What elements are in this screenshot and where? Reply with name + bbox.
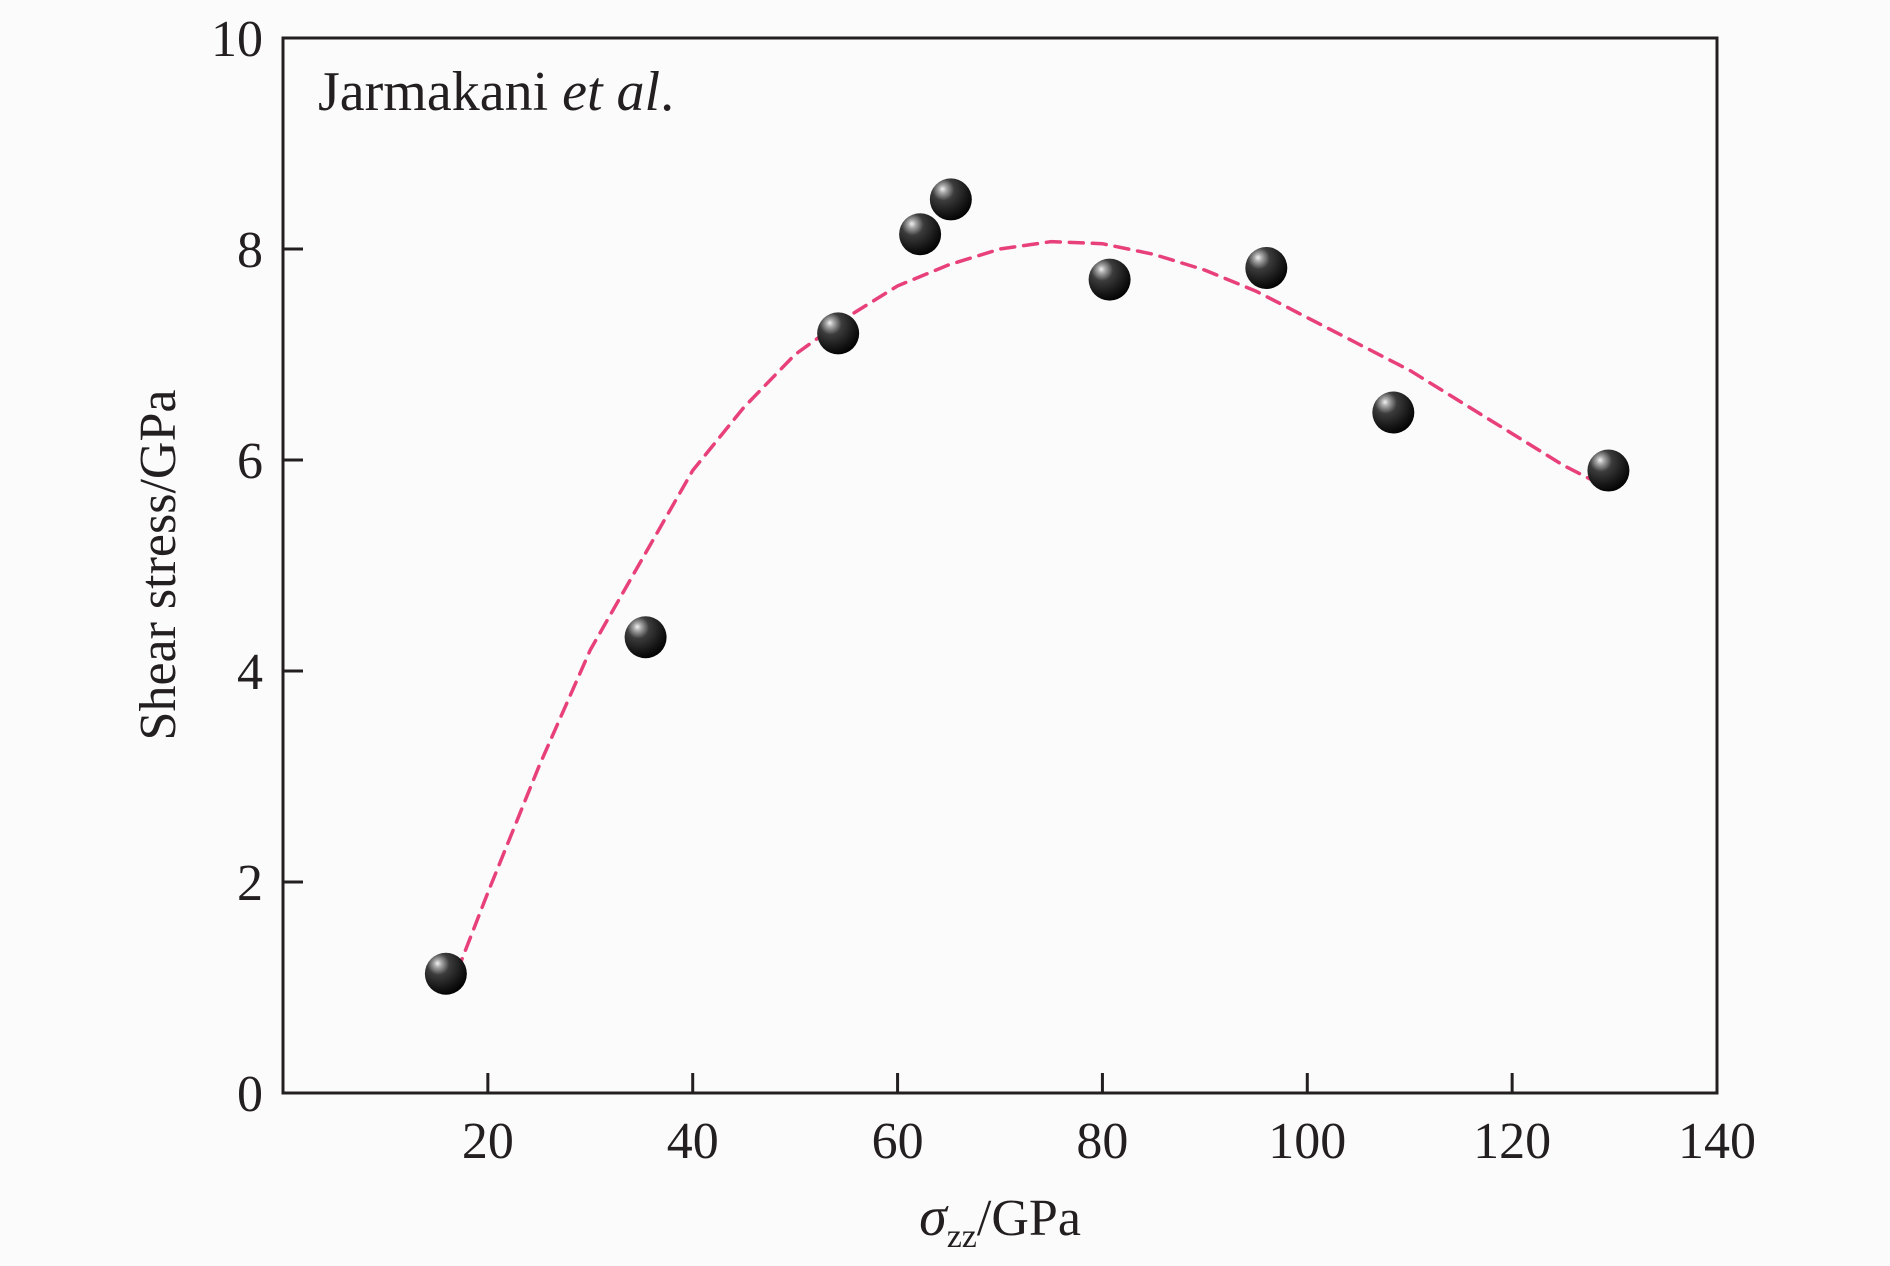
fit-line-layer xyxy=(455,239,1596,974)
x-tick-label: 100 xyxy=(1268,1113,1346,1170)
y-tick-label: 8 xyxy=(237,222,263,279)
x-tick-label: 120 xyxy=(1473,1113,1551,1170)
x-tick-label: 60 xyxy=(872,1113,924,1170)
y-tick-label: 4 xyxy=(237,644,263,701)
x-tick-label: 20 xyxy=(462,1113,514,1170)
axes xyxy=(281,36,1719,1095)
x-tick-label: 40 xyxy=(667,1113,719,1170)
data-point xyxy=(899,213,942,256)
annotation-text: Jarmakani et al. xyxy=(318,61,674,123)
x-tick-label: 80 xyxy=(1076,1113,1128,1170)
plot-frame xyxy=(281,36,1719,1095)
data-point xyxy=(817,312,860,355)
y-axis-label: Shear stress/GPa xyxy=(130,390,187,741)
data-points xyxy=(424,178,1630,995)
x-tick-label: 140 xyxy=(1678,1113,1756,1170)
x-axis-label: σzz/GPa xyxy=(919,1186,1081,1255)
ticks: 20 40 60 80 100 120 140 0 2 4 6 8 10 xyxy=(211,11,1756,1170)
data-point xyxy=(1245,246,1288,289)
y-tick-label: 2 xyxy=(237,855,263,912)
data-point xyxy=(929,178,972,221)
data-point xyxy=(1372,391,1415,434)
data-point xyxy=(624,616,667,659)
data-point xyxy=(424,952,467,995)
data-point xyxy=(1587,449,1630,492)
y-tick-label: 0 xyxy=(237,1066,263,1123)
data-point xyxy=(1088,258,1131,301)
y-tick-label: 6 xyxy=(237,433,263,490)
fit-curve xyxy=(455,239,1596,974)
y-tick-label: 10 xyxy=(211,11,263,68)
